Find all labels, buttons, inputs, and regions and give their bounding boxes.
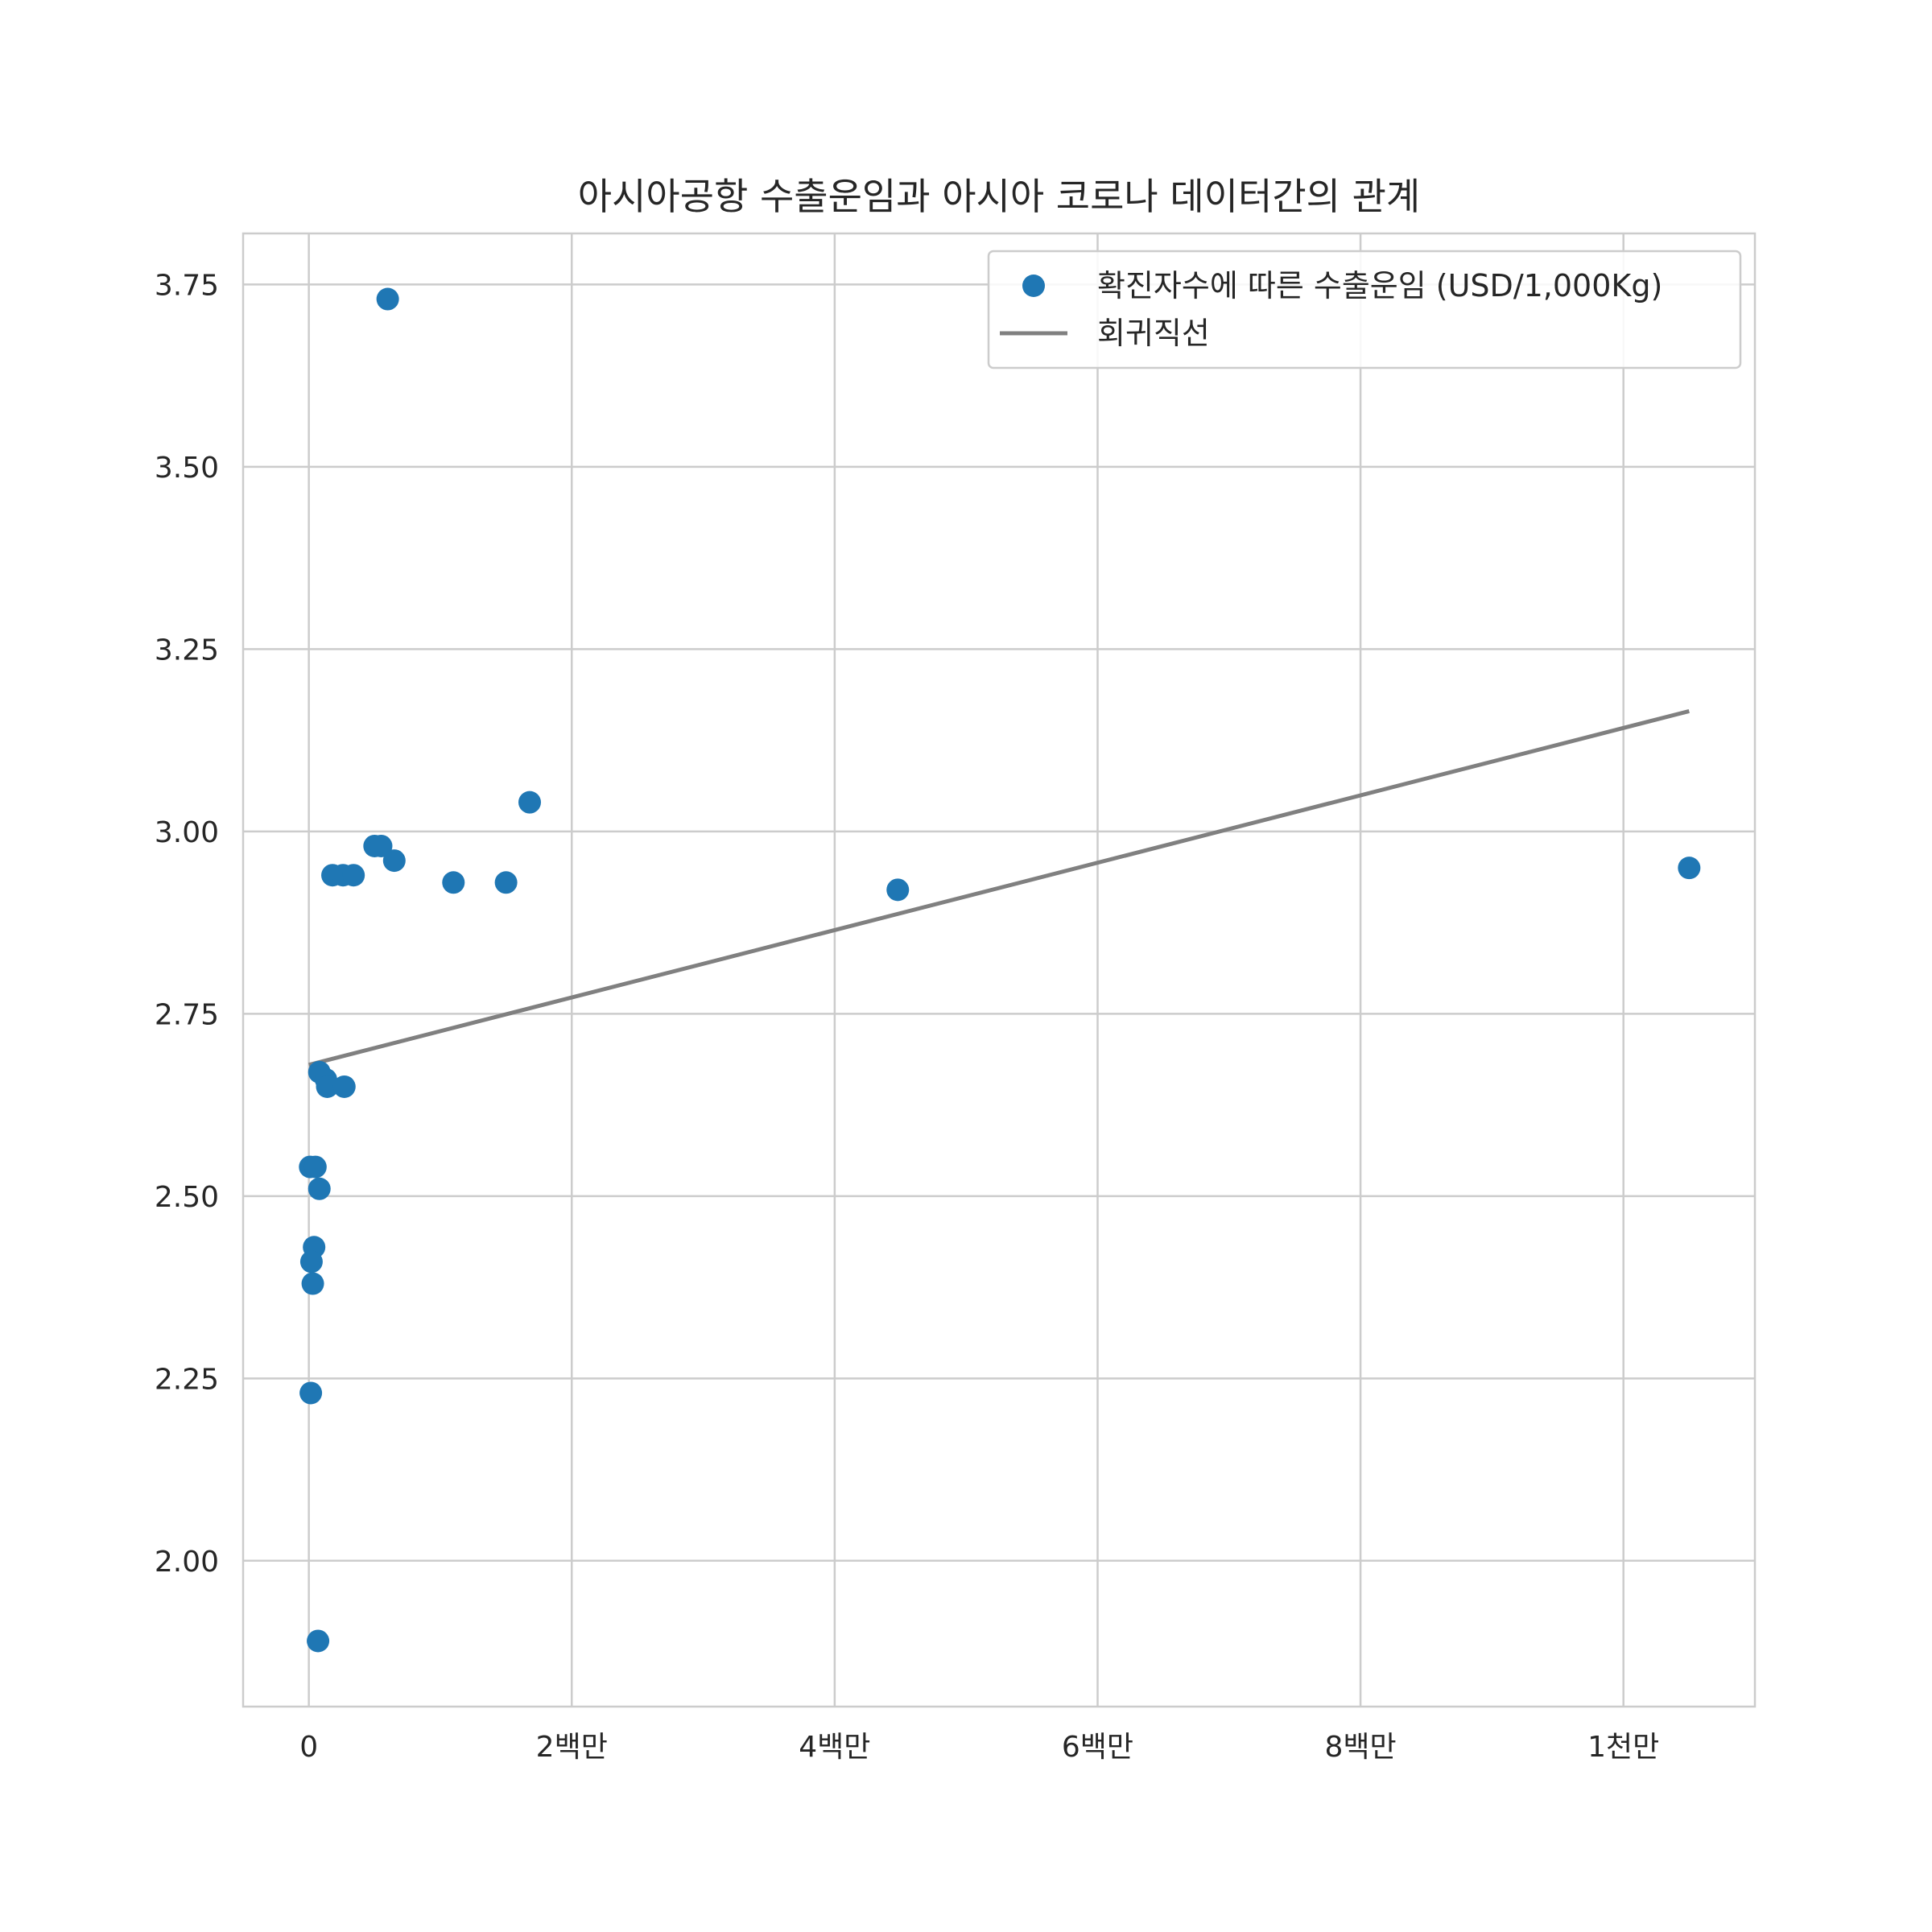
y-tick-label: 2.25 [155,1363,219,1396]
scatter-point [442,871,465,894]
scatter-point [494,871,518,894]
scatter-point [1678,857,1701,880]
legend-box [987,250,1742,369]
y-tick-label: 2.50 [155,1181,219,1214]
y-tick-label: 2.75 [155,998,219,1031]
scatter-point [303,1155,327,1179]
chart-title: 아시아공항 수출운임과 아시아 코로나 데이터간의 관계 [578,175,1420,218]
scatter-point [299,1381,323,1405]
scatter-point [308,1177,331,1200]
scatter-point [299,1250,323,1274]
scatter-point [342,864,365,887]
scatter-point [376,287,399,311]
tick-labels: 0 2백만 4백만 6백만 8백만 1천만 2.00 2.25 2.50 2.75 3.00 3.25… [155,269,1659,1764]
x-tick-label: 8백만 [1325,1731,1397,1764]
legend: 확진자수에 따른 수출운임 (USD/1,000Kg) 회귀직선 [987,250,1742,369]
y-tick-label: 3.00 [155,816,219,849]
legend-marker-scatter [1022,275,1045,297]
y-tick-label: 3.75 [155,269,219,302]
data-marks [299,287,1701,1653]
x-tick-label: 0 [299,1731,318,1764]
x-tick-label: 6백만 [1062,1731,1133,1764]
legend-label-scatter: 확진자수에 따른 수출운임 (USD/1,000Kg) [1097,268,1662,303]
x-tick-label: 4백만 [799,1731,870,1764]
scatter-point [382,849,406,873]
regression-line [308,708,1690,1067]
y-tick-label: 2.00 [155,1546,219,1579]
scatter-point [301,1272,324,1295]
scatter-point [307,1629,330,1653]
scatter-point [886,878,910,902]
scatter-point [518,791,542,814]
y-tick-label: 3.25 [155,634,219,667]
y-tick-label: 3.50 [155,452,219,485]
legend-label-line: 회귀직선 [1097,316,1210,351]
x-tick-label: 2백만 [536,1731,608,1764]
scatter-point [369,834,393,857]
plot-frame [242,232,1757,1708]
scatter-point [316,1075,339,1098]
scatter-point [332,1075,356,1098]
x-tick-label: 1천만 [1587,1731,1659,1764]
